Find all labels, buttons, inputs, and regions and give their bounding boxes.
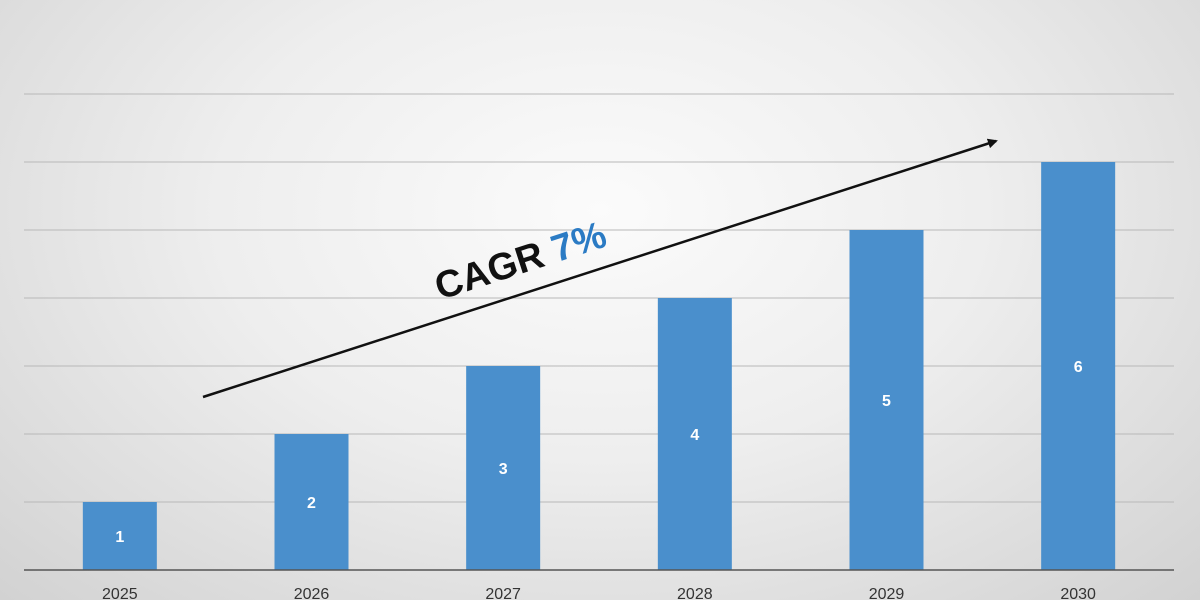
- x-tick-label-2026: 2026: [294, 586, 330, 600]
- data-label-2030: 6: [1074, 359, 1083, 376]
- data-label-2027: 3: [499, 461, 508, 478]
- gridlines: [24, 93, 1174, 503]
- x-tick-label-2029: 2029: [869, 586, 905, 600]
- bar-2030: [1041, 162, 1116, 570]
- x-tick-label-2025: 2025: [102, 586, 138, 600]
- cagr-arrow: [202, 138, 998, 399]
- data-label-2028: 4: [690, 427, 699, 444]
- data-label-2026: 2: [307, 495, 316, 512]
- cagr-value: 7%: [546, 214, 611, 271]
- data-labels: 1 2 3 4 5 6: [115, 359, 1082, 546]
- x-tick-label-2030: 2030: [1060, 586, 1096, 600]
- x-tick-label-2028: 2028: [677, 586, 713, 600]
- x-tick-label-2027: 2027: [485, 586, 521, 600]
- data-label-2025: 1: [115, 529, 124, 546]
- cagr-label-prefix: CAGR: [430, 231, 559, 309]
- bar-2027: [466, 366, 541, 570]
- data-label-2029: 5: [882, 393, 891, 410]
- category-labels: 2025 2026 2027 2028 2029 2030: [102, 586, 1096, 600]
- bar-2025: [82, 502, 157, 570]
- bar-2026: [274, 434, 349, 570]
- bar-2028: [657, 298, 732, 570]
- bar-2029: [849, 230, 924, 570]
- bars: [82, 162, 1116, 570]
